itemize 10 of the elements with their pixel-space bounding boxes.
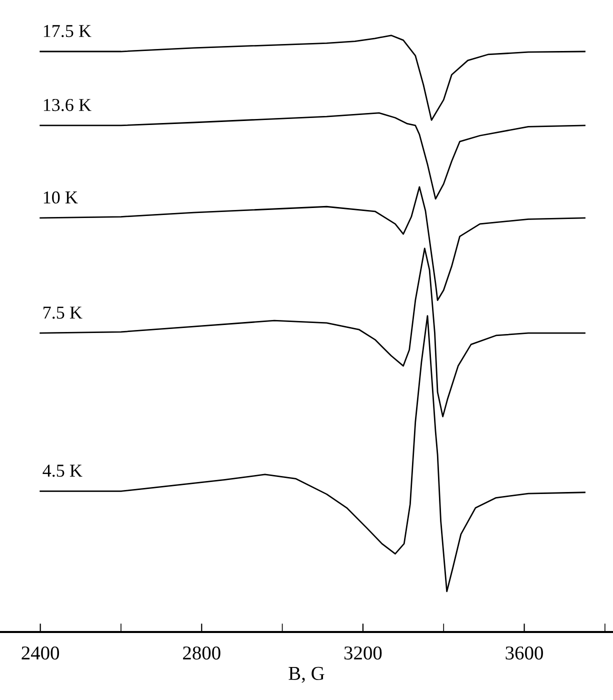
x-tick-label: 3600 (506, 646, 543, 660)
series-label: 17.5 K (44, 25, 92, 38)
x-tick-label: 2800 (183, 646, 220, 660)
series-label: 10 K (44, 191, 78, 204)
x-axis-title: B, G (288, 666, 324, 683)
series-label: 7.5 K (44, 306, 82, 319)
x-tick-label: 3200 (344, 646, 382, 660)
series-label: 4.5 K (42, 464, 82, 477)
series-label: 13.6 K (44, 98, 92, 112)
x-tick-label: 2400 (22, 646, 60, 660)
